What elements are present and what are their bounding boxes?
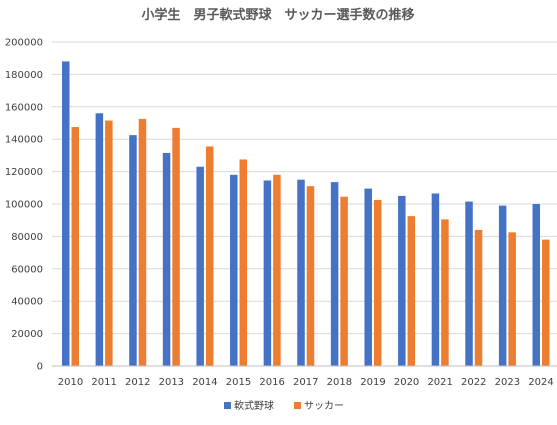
- bar-soccer-2017: [306, 186, 315, 366]
- bar-soccer-2014: [205, 146, 214, 366]
- bar-baseball-2010: [62, 61, 70, 366]
- chart-title: 小学生 男子軟式野球 サッカー選手数の推移: [141, 7, 414, 23]
- x-tick-label: 2023: [495, 377, 520, 388]
- x-tick-label: 2016: [259, 377, 284, 388]
- bar-soccer-2022: [474, 229, 483, 366]
- y-tick-label: 180000: [5, 70, 43, 81]
- bar-baseball-2014: [196, 166, 204, 366]
- bar-baseball-2023: [498, 205, 507, 366]
- bar-baseball-2021: [431, 193, 440, 366]
- y-tick-label: 100000: [5, 200, 43, 211]
- y-tick-label: 140000: [5, 135, 43, 146]
- bar-soccer-2021: [441, 219, 449, 366]
- legend-label-baseball: 軟式野球: [234, 399, 274, 412]
- bar-soccer-2020: [407, 216, 416, 366]
- bar-soccer-2024: [542, 239, 550, 366]
- bar-baseball-2020: [398, 195, 406, 366]
- x-tick-label: 2021: [427, 377, 452, 388]
- bar-baseball-2017: [297, 179, 305, 366]
- legend-swatch-soccer: [294, 402, 301, 409]
- x-tick-label: 2024: [528, 377, 553, 388]
- bar-soccer-2010: [71, 127, 79, 366]
- legend-swatch-baseball: [224, 402, 231, 409]
- y-tick-label: 0: [37, 362, 43, 373]
- bar-baseball-2018: [330, 182, 339, 366]
- bar-soccer-2018: [340, 196, 348, 366]
- bars: [62, 61, 550, 366]
- y-tick-label: 60000: [11, 264, 43, 275]
- bar-baseball-2015: [230, 174, 238, 366]
- y-tick-label: 160000: [5, 102, 43, 113]
- bar-baseball-2022: [465, 201, 473, 366]
- legend: 軟式野球 サッカー: [224, 399, 344, 412]
- y-tick-label: 200000: [5, 38, 43, 49]
- x-tick-label: 2011: [91, 377, 116, 388]
- bar-baseball-2019: [364, 188, 372, 366]
- bar-soccer-2023: [508, 232, 516, 366]
- bar-baseball-2016: [263, 180, 272, 366]
- x-tick-label: 2012: [125, 377, 150, 388]
- x-tick-label: 2019: [360, 377, 385, 388]
- y-axis-tick-labels: 0 20000 40000 60000 80000 100000 120000 140000 1…: [5, 38, 43, 373]
- x-tick-label: 2018: [327, 377, 352, 388]
- x-tick-label: 2014: [192, 377, 217, 388]
- x-tick-label: 2022: [461, 377, 486, 388]
- bar-baseball-2024: [532, 204, 540, 366]
- y-tick-label: 20000: [11, 329, 43, 340]
- x-tick-label: 2010: [58, 377, 83, 388]
- bar-baseball-2011: [95, 113, 104, 366]
- bar-baseball-2013: [162, 152, 171, 366]
- bar-baseball-2012: [129, 135, 137, 366]
- bar-soccer-2016: [273, 174, 281, 366]
- bar-soccer-2013: [172, 127, 180, 366]
- x-tick-label: 2017: [293, 377, 318, 388]
- y-tick-label: 80000: [11, 232, 43, 243]
- x-axis-tick-labels: 2010 2011 2012 2013 2014 2015 2016 2017 2018 2019…: [58, 377, 554, 388]
- legend-label-soccer: サッカー: [304, 400, 344, 412]
- x-tick-label: 2020: [394, 377, 419, 388]
- bar-soccer-2019: [373, 199, 382, 366]
- x-tick-label: 2015: [226, 377, 251, 388]
- bar-soccer-2015: [239, 159, 248, 366]
- bar-soccer-2012: [138, 118, 147, 366]
- bar-soccer-2011: [105, 120, 113, 366]
- y-tick-label: 120000: [5, 167, 43, 178]
- x-tick-label: 2013: [159, 377, 184, 388]
- y-tick-label: 40000: [11, 297, 43, 308]
